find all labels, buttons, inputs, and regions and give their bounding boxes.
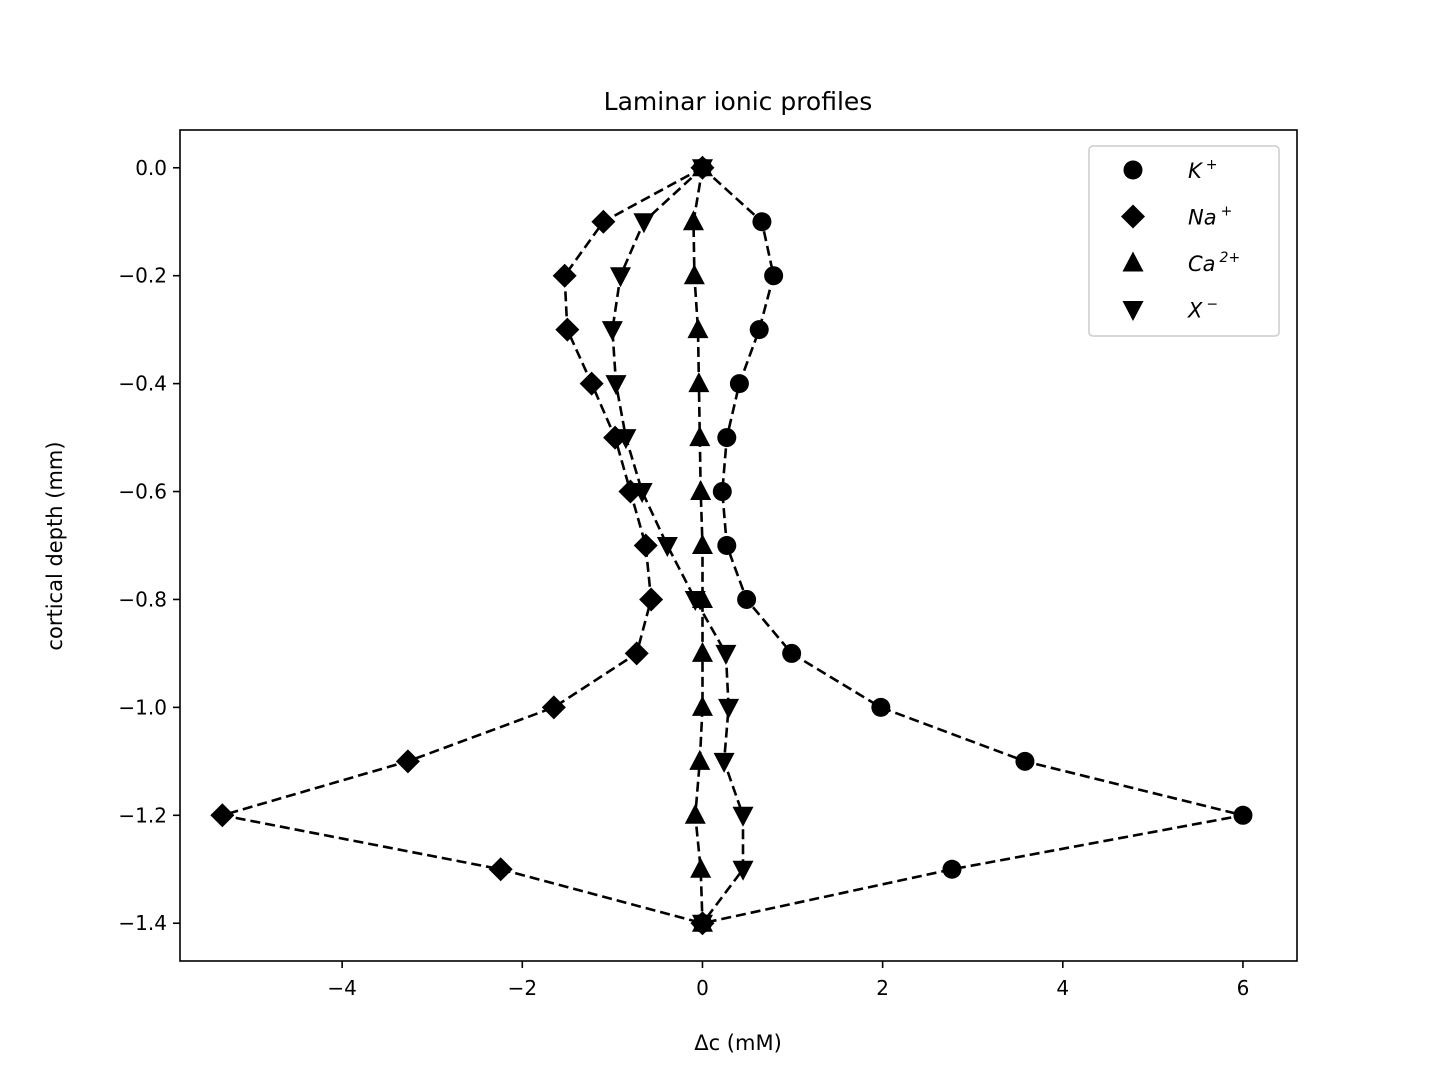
plot-area xyxy=(210,155,1253,936)
data-point xyxy=(715,644,737,665)
x-tick-label: −2 xyxy=(508,976,537,1000)
legend-marker xyxy=(1121,204,1145,229)
data-point xyxy=(871,697,891,717)
x-axis-title: Δc (mM) xyxy=(694,1031,782,1055)
data-point xyxy=(691,159,713,180)
data-point xyxy=(633,213,655,234)
data-point xyxy=(782,643,802,663)
data-point xyxy=(488,857,513,882)
legend-box xyxy=(1088,145,1280,337)
y-tick-label: −0.8 xyxy=(118,587,167,611)
data-point xyxy=(591,209,616,234)
data-point xyxy=(737,589,757,609)
chart-title: Laminar ionic profiles xyxy=(604,87,873,116)
data-point xyxy=(609,267,631,288)
data-point xyxy=(752,212,772,232)
data-point xyxy=(684,803,706,824)
data-point xyxy=(552,263,577,288)
data-point xyxy=(717,536,737,555)
legend-label: X − xyxy=(1187,297,1218,323)
x-tick-label: −4 xyxy=(327,976,356,1000)
data-point xyxy=(579,371,604,396)
x-tick-label: 0 xyxy=(696,976,709,1000)
data-point xyxy=(689,426,711,447)
data-point xyxy=(1015,751,1035,771)
y-tick-label: −1.2 xyxy=(118,803,167,827)
data-point xyxy=(631,483,653,504)
data-point xyxy=(624,641,649,666)
series-line xyxy=(221,166,704,925)
data-point xyxy=(718,698,740,719)
data-point xyxy=(684,590,706,611)
data-point xyxy=(712,482,732,502)
legend-label: Na + xyxy=(1188,204,1232,230)
data-point xyxy=(639,587,664,612)
data-point xyxy=(395,749,420,774)
series-line xyxy=(611,166,745,924)
data-point xyxy=(1233,805,1253,825)
data-point xyxy=(688,372,710,393)
axes-frame xyxy=(179,129,1298,962)
data-point xyxy=(942,859,962,879)
data-point xyxy=(764,266,784,286)
data-point xyxy=(732,860,754,881)
legend-label: K + xyxy=(1188,157,1218,183)
y-tick-label: −0.4 xyxy=(118,372,167,396)
data-point xyxy=(729,374,749,394)
data-point xyxy=(541,695,566,720)
data-point xyxy=(713,752,735,773)
series-x xyxy=(601,159,754,935)
data-point xyxy=(656,537,678,557)
data-point xyxy=(691,695,713,716)
data-point xyxy=(691,534,713,554)
data-point xyxy=(691,641,713,662)
data-point xyxy=(689,749,711,770)
y-tick-label: −0.6 xyxy=(118,480,167,504)
data-point xyxy=(749,320,769,340)
x-tick-label: 2 xyxy=(876,976,889,1000)
data-point xyxy=(682,210,704,231)
y-axis-title: cortical depth (mm) xyxy=(43,441,67,650)
data-point xyxy=(717,428,737,448)
data-point xyxy=(601,321,623,342)
x-tick-label: 6 xyxy=(1237,976,1250,1000)
legend-marker xyxy=(1122,301,1144,321)
axis-ticks: −4 −2 0 2 4 6 0.0 −0.2 −0.4 −0.6 −0.8 −1.0 −1.2 −1.4 xyxy=(118,156,1249,1000)
data-point xyxy=(555,317,580,342)
legend-marker xyxy=(1123,160,1143,180)
series-ca xyxy=(682,156,713,932)
data-point xyxy=(615,429,637,450)
y-tick-label: −1.4 xyxy=(118,911,167,935)
data-point xyxy=(732,806,754,827)
y-tick-label: −0.2 xyxy=(118,264,167,288)
legend: K + Na + Ca 2+ X − xyxy=(1088,145,1280,337)
data-point xyxy=(690,480,712,501)
data-point xyxy=(690,857,712,878)
data-point xyxy=(605,375,627,396)
legend-marker xyxy=(1122,251,1144,272)
data-point xyxy=(691,914,713,935)
data-point xyxy=(633,533,658,558)
legend-label: Ca 2+ xyxy=(1188,250,1240,276)
y-tick-label: 0.0 xyxy=(135,156,167,180)
x-tick-label: 4 xyxy=(1056,976,1069,1000)
data-point xyxy=(210,803,235,828)
y-tick-label: −1.0 xyxy=(118,695,167,719)
data-point xyxy=(683,264,705,285)
data-point xyxy=(687,318,709,339)
